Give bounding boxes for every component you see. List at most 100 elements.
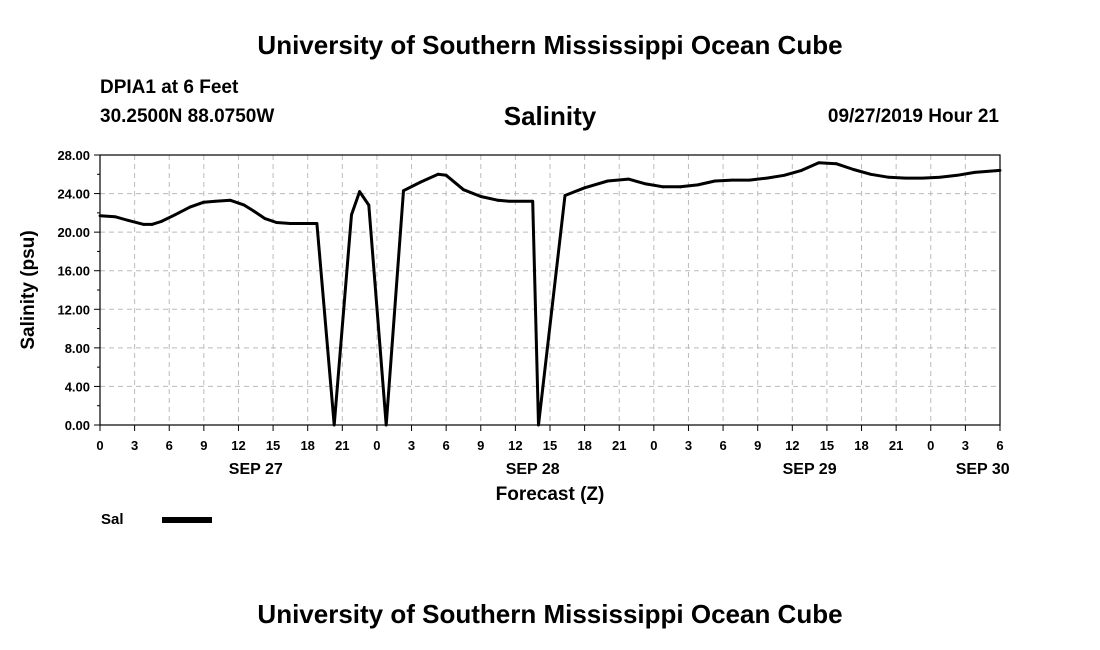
data-point (213, 199, 217, 203)
legend-swatch (162, 517, 212, 523)
data-point (275, 221, 278, 224)
data-point (263, 217, 267, 221)
y-tick-label: 24.00 (57, 187, 90, 202)
data-point (696, 183, 700, 187)
data-point (479, 195, 483, 198)
data-point (661, 185, 665, 189)
x-tick-label: 12 (231, 438, 245, 453)
data-point (869, 172, 873, 176)
y-tick-label: 28.00 (57, 148, 90, 163)
x-tick-label: 9 (477, 438, 484, 453)
data-point (921, 176, 925, 180)
data-point (242, 203, 246, 207)
data-point (973, 170, 977, 174)
x-tick-label: 3 (685, 438, 692, 453)
x-tick-label: 9 (200, 438, 207, 453)
data-point (402, 189, 405, 193)
data-point (998, 169, 1002, 172)
data-point (142, 223, 146, 226)
data-point (678, 185, 682, 189)
y-tick-label: 12.00 (57, 302, 90, 317)
data-point (350, 213, 353, 217)
legend-label: Sal (101, 511, 124, 528)
data-point (358, 190, 362, 194)
data-point (462, 188, 465, 192)
data-point (173, 213, 177, 217)
y-tick-label: 4.00 (65, 379, 90, 394)
x-tick-label: 3 (408, 438, 415, 453)
data-point (531, 199, 535, 203)
data-point (537, 423, 540, 427)
data-point (852, 168, 855, 171)
x-tick-label: 12 (508, 438, 522, 453)
data-point (228, 198, 232, 202)
data-point (583, 186, 587, 190)
data-point (98, 214, 102, 218)
x-tick-label: 6 (443, 438, 450, 453)
data-point (444, 173, 448, 177)
x-tick-label: 12 (785, 438, 799, 453)
date-label: SEP 29 (783, 461, 837, 478)
x-tick-label: 15 (266, 438, 280, 453)
data-point (938, 175, 942, 179)
y-tick-label: 20.00 (57, 225, 90, 240)
data-point (627, 177, 630, 181)
data-point (606, 179, 610, 183)
x-tick-label: 0 (96, 438, 103, 453)
data-point (834, 162, 838, 166)
data-point (188, 205, 192, 209)
x-tick-label: 6 (166, 438, 173, 453)
data-point (384, 423, 388, 427)
data-point (817, 161, 821, 165)
data-point (159, 220, 163, 223)
data-point (252, 209, 255, 213)
data-point (288, 222, 292, 225)
data-point (315, 222, 319, 225)
y-tick-label: 8.00 (65, 341, 90, 356)
x-tick-label: 18 (577, 438, 591, 453)
x-tick-label: 3 (131, 438, 138, 453)
data-point (748, 178, 752, 182)
x-tick-label: 15 (820, 438, 834, 453)
data-point (886, 175, 890, 179)
x-tick-label: 18 (854, 438, 868, 453)
x-tick-label: 21 (889, 438, 903, 453)
x-tick-label: 9 (754, 438, 761, 453)
data-point (367, 203, 371, 207)
data-point (713, 179, 717, 183)
x-tick-label: 15 (543, 438, 557, 453)
data-point (955, 173, 959, 177)
x-tick-label: 21 (335, 438, 349, 453)
data-point (800, 169, 803, 172)
data-point (903, 176, 907, 180)
x-tick-label: 18 (300, 438, 314, 453)
plot-frame (99, 154, 1001, 426)
data-point (644, 182, 648, 186)
data-point (563, 194, 567, 197)
x-tick-label: 21 (612, 438, 626, 453)
data-point (150, 223, 154, 226)
y-axis-label: Salinity (psu) (18, 230, 39, 349)
date-label: SEP 30 (956, 461, 1010, 478)
station-label: DPIA1 at 6 Feet (100, 77, 239, 98)
x-tick-label: 0 (927, 438, 934, 453)
data-point (765, 176, 769, 180)
station-coordinates: 30.2500N 88.0750W (100, 106, 275, 127)
x-tick-label: 3 (962, 438, 969, 453)
x-tick-label: 0 (650, 438, 657, 453)
data-point (436, 172, 440, 176)
series-line-sal (99, 161, 1001, 427)
data-point (306, 222, 310, 225)
x-axis-label: Forecast (Z) (496, 484, 605, 505)
data-point (782, 173, 786, 177)
data-point (332, 423, 336, 427)
page-title: University of Southern Mississippi Ocean… (257, 30, 843, 60)
x-tick-label: 6 (996, 438, 1003, 453)
footer-title: University of Southern Mississippi Ocean… (257, 599, 843, 629)
data-point (419, 180, 423, 184)
chart-title: Salinity (503, 101, 597, 131)
x-tick-label: 0 (373, 438, 380, 453)
data-point (127, 219, 131, 222)
data-point (508, 199, 512, 203)
x-tick-label: 6 (719, 438, 726, 453)
